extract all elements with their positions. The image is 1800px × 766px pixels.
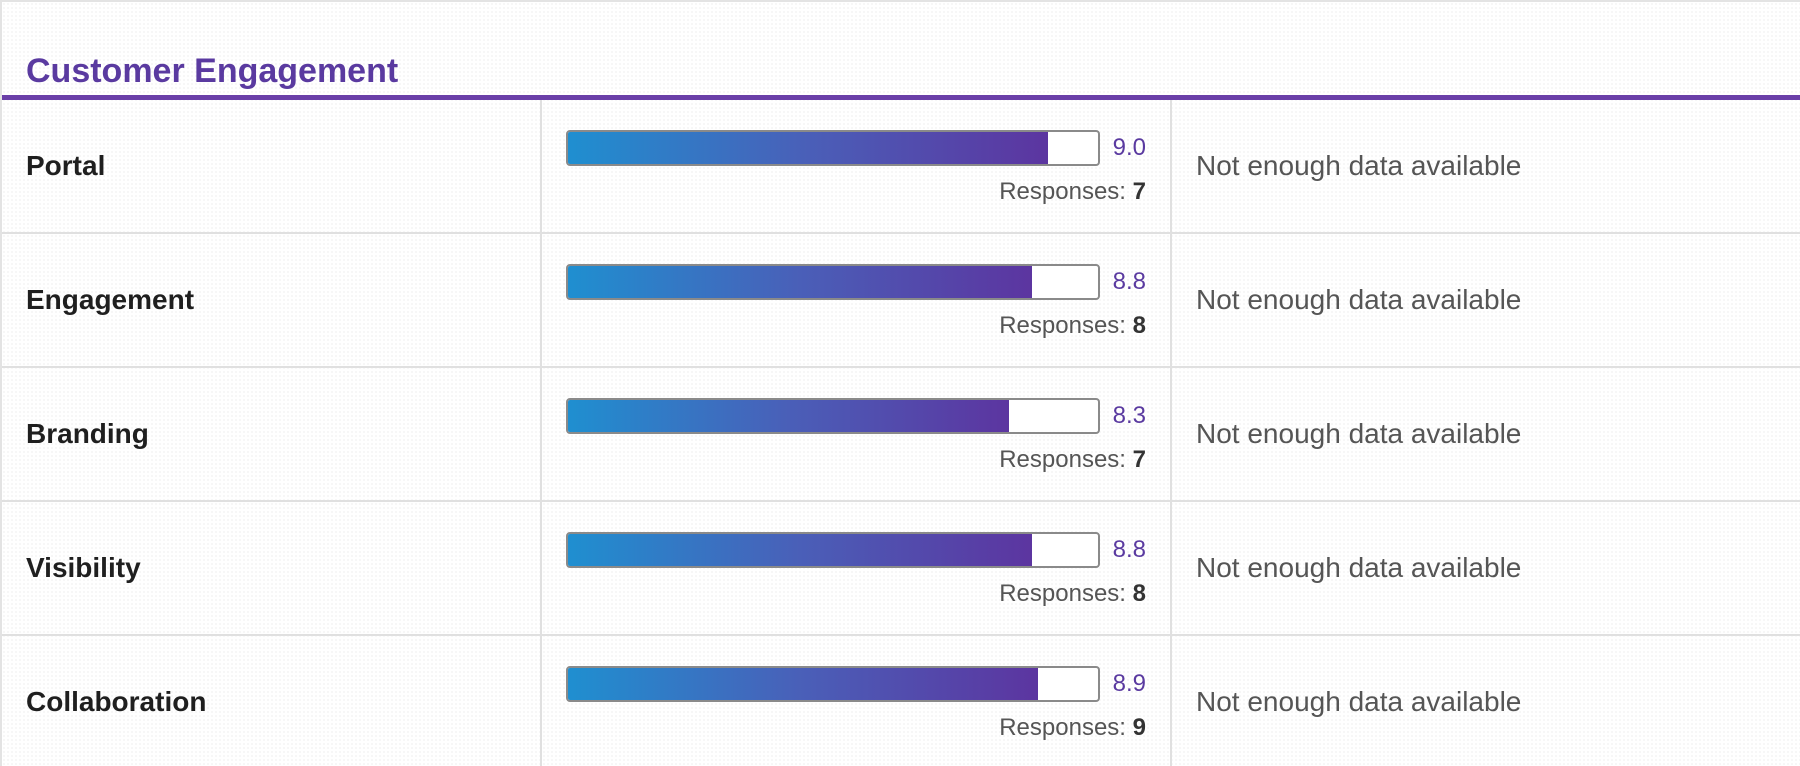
score-bar-track [566,398,1100,434]
trend-note: Not enough data available [1196,552,1522,583]
table-row: Engagement 8.8 Responses: 8 Not enough d… [2,234,1800,368]
score-bar-fill [568,668,1038,700]
responses-label: Responses: [999,714,1126,741]
score-value: 8.8 [1112,268,1146,295]
metric-label: Engagement [2,234,542,366]
score-bar-fill [568,400,1009,432]
trend-note: Not enough data available [1196,284,1522,315]
score-cell: 8.3 Responses: 7 [542,368,1172,500]
responses-number: 8 [1132,312,1146,339]
section-header: Customer Engagement [2,2,1800,100]
score-bar-track [566,666,1100,702]
responses-count: Responses: 7 [999,446,1146,474]
responses-count: Responses: 8 [999,312,1146,340]
score-value: 9.0 [1112,134,1146,161]
trend-note: Not enough data available [1196,418,1522,449]
responses-number: 7 [1132,178,1146,205]
metric-label: Branding [2,368,542,500]
metric-label: Portal [2,100,542,232]
metric-label: Collaboration [2,636,542,766]
score-bar-track [566,130,1100,166]
responses-label: Responses: [999,178,1126,205]
score-cell: 8.8 Responses: 8 [542,502,1172,634]
responses-number: 9 [1132,714,1146,741]
table-row: Portal 9.0 Responses: 7 Not enough data … [2,100,1800,234]
section-title: Customer Engagement [26,52,399,90]
score-bar-track [566,264,1100,300]
responses-label: Responses: [999,580,1126,607]
score-cell: 9.0 Responses: 7 [542,100,1172,232]
responses-count: Responses: 8 [999,580,1146,608]
metric-label: Visibility [2,502,542,634]
score-value: 8.9 [1112,670,1146,697]
trend-note: Not enough data available [1196,150,1522,181]
responses-label: Responses: [999,312,1126,339]
trend-note: Not enough data available [1196,686,1522,717]
responses-count: Responses: 7 [999,178,1146,206]
responses-number: 8 [1132,580,1146,607]
score-value: 8.3 [1112,402,1146,429]
table-row: Branding 8.3 Responses: 7 Not enough dat… [2,368,1800,502]
responses-label: Responses: [999,446,1126,473]
score-bar-track [566,532,1100,568]
score-bar-fill [568,534,1032,566]
score-value: 8.8 [1112,536,1146,563]
table-row: Visibility 8.8 Responses: 8 Not enough d… [2,502,1800,636]
score-cell: 8.9 Responses: 9 [542,636,1172,766]
score-cell: 8.8 Responses: 8 [542,234,1172,366]
score-bar-fill [568,132,1048,164]
score-bar-fill [568,266,1032,298]
metrics-table: Portal 9.0 Responses: 7 Not enough data … [2,100,1800,766]
responses-count: Responses: 9 [999,714,1146,742]
responses-number: 7 [1132,446,1146,473]
table-row: Collaboration 8.9 Responses: 9 Not enoug… [2,636,1800,766]
